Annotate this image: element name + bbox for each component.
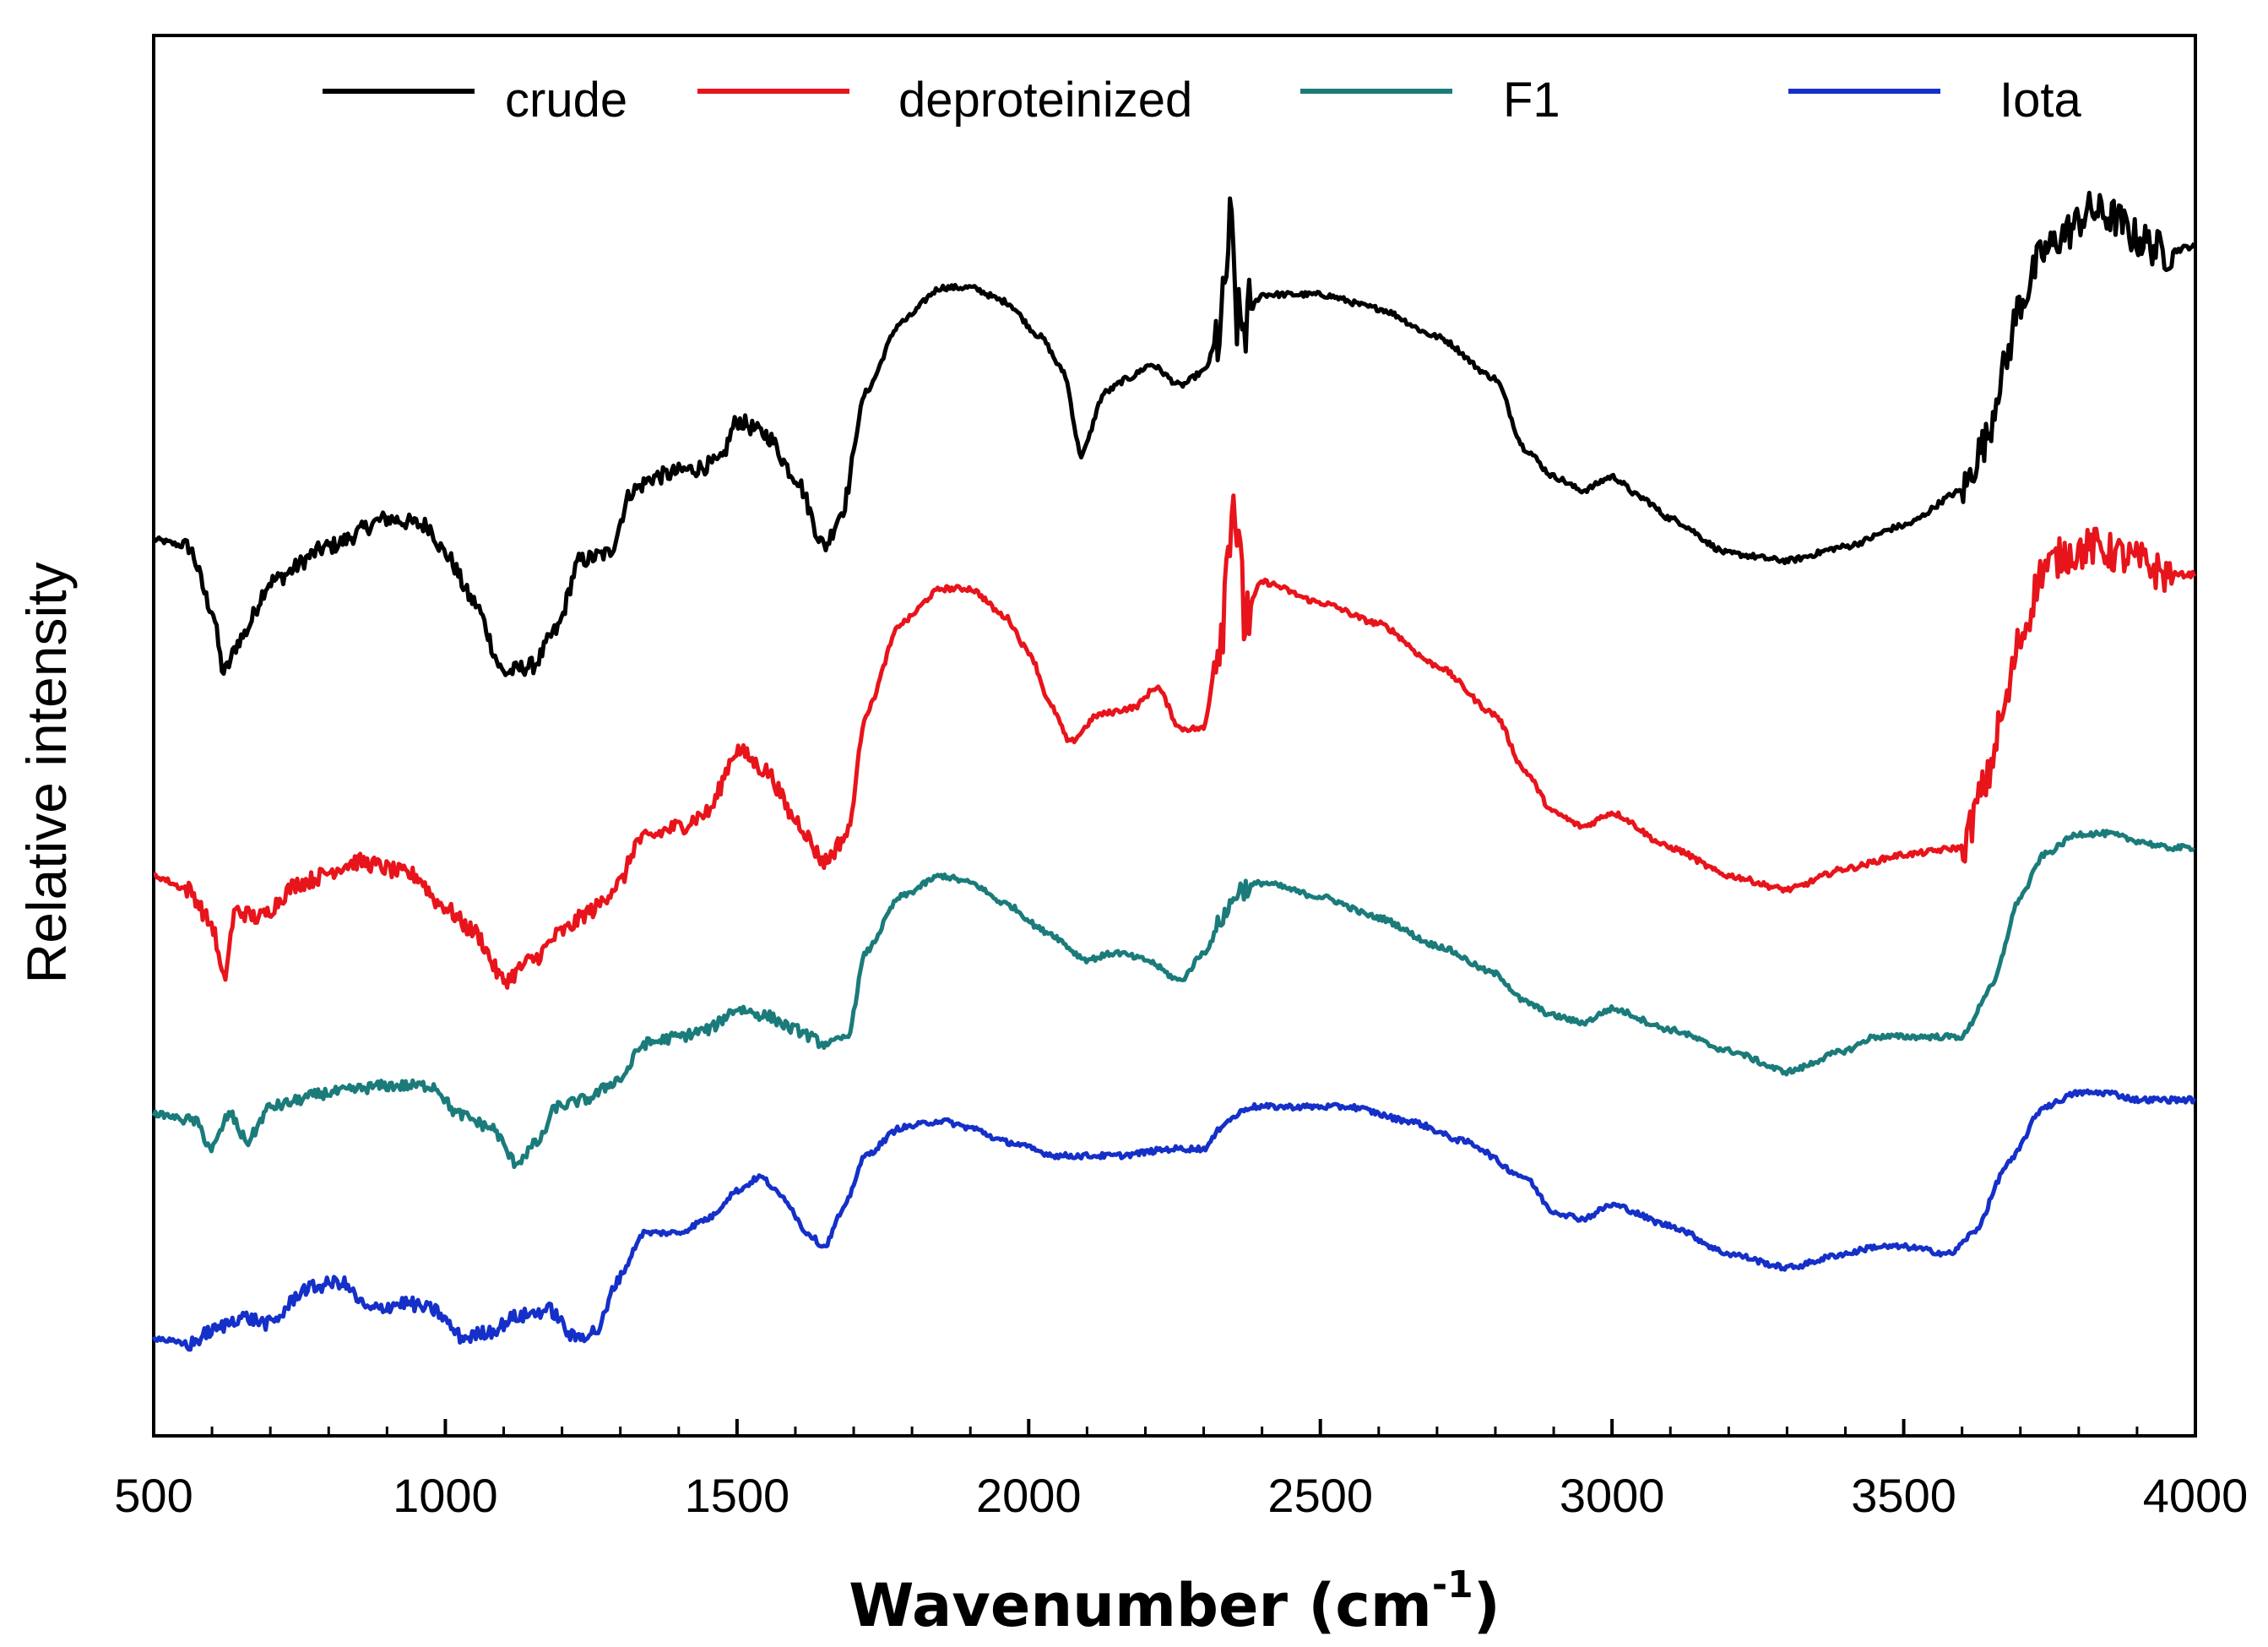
- legend-label-deproteinized: deproteinized: [898, 73, 1192, 128]
- series-lines: [151, 190, 2196, 1352]
- x-tick-label: 1500: [685, 1469, 790, 1522]
- legend-label-f1: F1: [1503, 73, 1560, 128]
- x-axis-label-close: ): [1473, 1571, 1500, 1640]
- legend-label-iota: Iota: [1999, 73, 2081, 128]
- series-line-deproteinized: [153, 493, 2196, 990]
- x-axis-tick-labels: 500 1000 1500 2000 2500 3000 3500 4000: [114, 1469, 2248, 1522]
- series-line-f1: [151, 829, 2195, 1170]
- x-tick-label: 3000: [1560, 1469, 1665, 1522]
- x-tick-label: 4000: [2143, 1469, 2249, 1522]
- x-tick-label: 3500: [1851, 1469, 1956, 1522]
- plot-frame: [152, 34, 2197, 1438]
- x-axis-label-superscript: -1: [1432, 1563, 1473, 1606]
- series-line-crude: [152, 190, 2196, 677]
- series-line-iota: [151, 1088, 2196, 1352]
- x-axis-label: Wavenumber (cm-1): [849, 1563, 1500, 1640]
- x-axis-label-main: Wavenumber (cm: [849, 1571, 1432, 1640]
- legend: crude deproteinized F1 Iota: [323, 73, 2081, 128]
- x-tick-label: 2500: [1267, 1469, 1373, 1522]
- y-axis-label: Relative intensity: [15, 563, 78, 984]
- x-axis-ticks: [152, 1419, 2197, 1436]
- x-tick-label: 2000: [976, 1469, 1082, 1522]
- legend-label-crude: crude: [505, 73, 627, 128]
- x-tick-label: 500: [114, 1469, 193, 1522]
- x-tick-label: 1000: [393, 1469, 498, 1522]
